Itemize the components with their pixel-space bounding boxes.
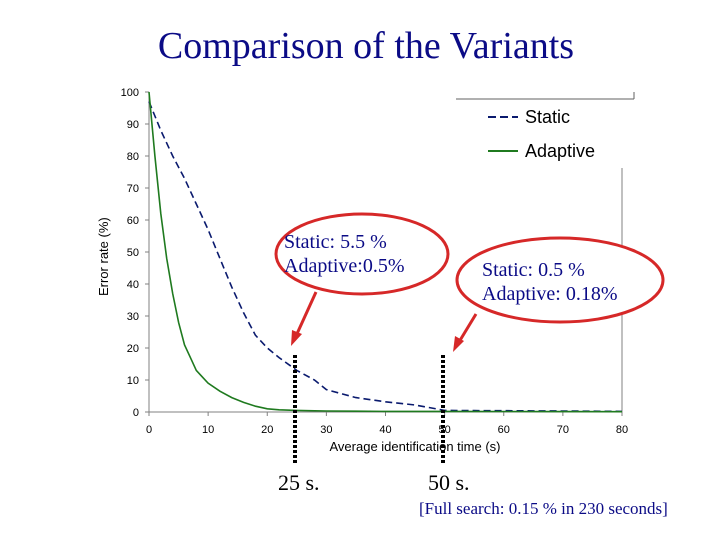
marker-label-25s: 25 s. bbox=[278, 470, 320, 495]
x-tick-label: 30 bbox=[320, 424, 332, 436]
callout-2-arrowhead bbox=[453, 336, 464, 352]
callout-1-arrow bbox=[294, 291, 318, 337]
y-tick-label: 100 bbox=[121, 87, 139, 99]
y-tick-label: 40 bbox=[127, 279, 139, 291]
callout-2-arrow bbox=[457, 313, 478, 343]
callout-1-line1: Static: 5.5 % bbox=[284, 231, 387, 253]
footnote: [Full search: 0.15 % in 230 seconds] bbox=[419, 499, 668, 518]
callout-1-ellipse bbox=[274, 212, 450, 296]
marker-label-50s: 50 s. bbox=[428, 470, 470, 495]
series-line-adaptive bbox=[148, 91, 623, 413]
legend-static-label: Static bbox=[525, 107, 570, 127]
page-title: Comparison of the Variants bbox=[157, 25, 575, 67]
callout-2-line2: Adaptive: 0.18% bbox=[482, 283, 618, 305]
y-axis-label: Error rate (%) bbox=[96, 217, 111, 296]
x-axis-label: Average identification time (s) bbox=[329, 439, 500, 454]
callout-2-ellipse bbox=[455, 236, 665, 324]
x-tick-label: 40 bbox=[379, 424, 391, 436]
callout-2: Static: 0.5 % Adaptive: 0.18% bbox=[455, 236, 665, 324]
y-ticks: 0 10 20 30 40 50 60 70 80 90 100 bbox=[121, 87, 149, 419]
y-tick-label: 30 bbox=[127, 311, 139, 323]
x-tick-label: 70 bbox=[557, 424, 569, 436]
y-tick-label: 10 bbox=[127, 375, 139, 387]
y-tick-label: 70 bbox=[127, 183, 139, 195]
x-tick-label: 60 bbox=[498, 424, 510, 436]
legend-adaptive-label: Adaptive bbox=[525, 141, 595, 161]
y-tick-label: 50 bbox=[127, 247, 139, 259]
callout-1-line2: Adaptive:0.5% bbox=[284, 255, 405, 277]
y-tick-label: 20 bbox=[127, 343, 139, 355]
y-tick-label: 80 bbox=[127, 151, 139, 163]
legend: Static Adaptive bbox=[456, 92, 635, 161]
x-tick-label: 20 bbox=[261, 424, 273, 436]
callout-2-line1: Static: 0.5 % bbox=[482, 259, 585, 281]
y-tick-label: 60 bbox=[127, 215, 139, 227]
callout-1: Static: 5.5 % Adaptive:0.5% bbox=[274, 212, 450, 296]
x-tick-label: 0 bbox=[146, 424, 152, 436]
callout-1-arrowhead bbox=[291, 330, 302, 346]
y-tick-label: 90 bbox=[127, 119, 139, 131]
y-tick-label: 0 bbox=[133, 407, 139, 419]
x-tick-label: 80 bbox=[616, 424, 628, 436]
x-tick-label: 10 bbox=[202, 424, 214, 436]
